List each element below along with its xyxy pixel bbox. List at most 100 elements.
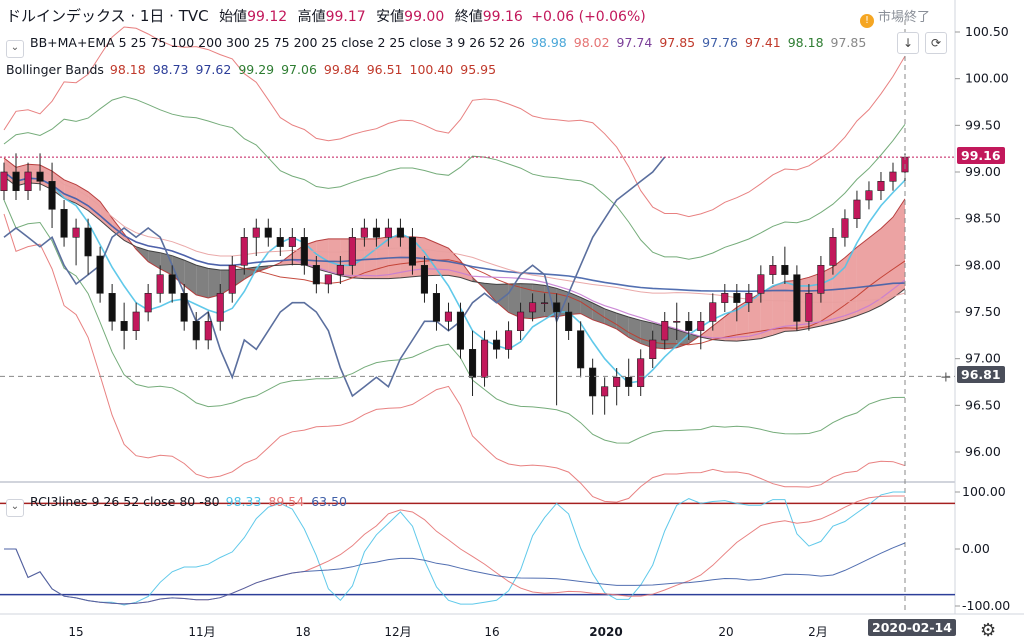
indicator-main-name: BB+MA+EMA 5 25 75 100 200 300 25 75 200 … <box>30 35 525 50</box>
bb-upper-2 <box>3 95 906 260</box>
candle-up <box>709 302 717 322</box>
rci-tick-label: 100.00 <box>962 484 1006 499</box>
indicator-bb[interactable]: Bollinger Bands 98.18 98.73 97.62 99.29 97.06… <box>6 62 503 77</box>
time-tick-label: 2月 <box>808 625 828 639</box>
candle-up <box>228 264 236 294</box>
rci-value-1: 89.54 <box>268 494 305 509</box>
candle-up <box>805 292 813 322</box>
rci-tick-label: -100.00 <box>962 598 1010 613</box>
bb-value-2: 97.62 <box>195 62 232 77</box>
change-value: +0.06 (+0.06%) <box>531 9 646 25</box>
market-status-text: 市場終了 <box>878 10 931 25</box>
price-tick-label: 99.50 <box>965 117 1001 132</box>
candle-up <box>288 237 296 247</box>
candle-up <box>829 237 837 266</box>
chevron-down-icon[interactable]: ⌄ <box>6 40 24 58</box>
bb-lower-3 <box>3 213 906 503</box>
candle-down <box>264 227 272 238</box>
price-tick-label: 100.00 <box>965 71 1009 86</box>
indicator-rci[interactable]: ⌄ RCI3lines 9 26 52 close 80 -80 98.33 89.5… <box>6 494 354 517</box>
cloud-span-b <box>3 176 906 342</box>
high-label: 高値 <box>297 9 326 25</box>
candle-up <box>613 376 621 387</box>
cloud-segment <box>748 292 761 340</box>
candle-up <box>144 292 152 313</box>
cloud-segment <box>280 253 293 266</box>
cloud-segment <box>484 283 497 303</box>
candle-up <box>853 199 861 220</box>
candle-up <box>384 227 393 238</box>
main-value-1: 98.02 <box>573 35 610 50</box>
candle-down <box>12 171 20 192</box>
price-tick-label: 99.00 <box>965 164 1001 179</box>
arrow-down-icon[interactable]: ↓ <box>897 32 919 54</box>
candle-down <box>300 237 308 266</box>
chevron-down-icon[interactable]: ⌄ <box>6 499 24 517</box>
cloud-segment <box>508 283 521 318</box>
candle-down <box>577 330 585 369</box>
symbol-title[interactable]: ドルインデックス · 1日 · TVC <box>6 7 209 25</box>
indicator-rci-values: 98.33 89.54 63.50 <box>226 494 354 509</box>
low-value: 99.00 <box>404 9 445 25</box>
cloud-segment <box>208 268 221 298</box>
rci-9-line <box>4 491 905 606</box>
candle-down <box>468 348 477 378</box>
cloud-span-a <box>3 157 906 350</box>
candle-up <box>637 358 645 388</box>
cloud-segment <box>460 260 473 282</box>
symbol-header: ドルインデックス · 1日 · TVC 始値99.12 高値99.17 安値99… <box>6 5 646 26</box>
candle-up <box>444 311 453 322</box>
cloud-segment <box>881 217 893 306</box>
ema-25 <box>3 162 906 303</box>
candle-up <box>252 227 260 238</box>
price-tick-label: 97.00 <box>965 351 1001 366</box>
crosshair-plus-icon: + <box>940 369 952 385</box>
gear-icon[interactable]: ⚙ <box>980 620 997 641</box>
candle-down <box>372 227 381 238</box>
bb-value-7: 100.40 <box>409 62 454 77</box>
candle-down <box>492 339 501 350</box>
refresh-icon[interactable]: ⟳ <box>925 32 947 54</box>
candle-down <box>36 171 44 182</box>
candle-up <box>721 292 729 303</box>
cloud-segment <box>856 237 869 316</box>
candle-up <box>673 320 681 323</box>
indicator-bb-name: Bollinger Bands <box>6 62 104 77</box>
candle-down <box>733 292 741 303</box>
candle-up <box>649 339 657 360</box>
info-icon[interactable]: ! <box>860 14 874 28</box>
cursor-date-tag: 2020-02-14 <box>868 619 956 636</box>
candle-up <box>324 274 332 285</box>
bb-value-5: 99.84 <box>323 62 360 77</box>
time-tick-label: 12月 <box>384 625 411 639</box>
cloud-segment <box>112 218 125 241</box>
candle-up <box>348 237 356 266</box>
indicator-main[interactable]: ⌄ BB+MA+EMA 5 25 75 100 200 300 25 75 200… <box>6 35 873 58</box>
candle-up <box>841 218 849 238</box>
bb-lower-2 <box>3 199 906 444</box>
candle-up <box>540 302 549 305</box>
indicator-bb-values: 98.18 98.73 97.62 99.29 97.06 99.84 96.51 100.4… <box>110 62 503 77</box>
candle-down <box>589 367 597 397</box>
bb-value-0: 98.18 <box>109 62 146 77</box>
main-value-0: 98.98 <box>530 35 567 50</box>
bb-value-8: 95.95 <box>460 62 497 77</box>
candle-down <box>565 311 573 332</box>
candle-down <box>48 181 56 210</box>
close-value: 99.16 <box>482 9 523 25</box>
candle-down <box>108 292 116 322</box>
cloud-segment <box>724 307 737 342</box>
price-tick-label: 96.00 <box>965 444 1001 459</box>
candle-up <box>360 227 368 238</box>
candle-up <box>889 171 897 182</box>
price-tick-label: 100.50 <box>965 24 1009 39</box>
price-tick-label: 98.00 <box>965 257 1001 272</box>
candle-up <box>336 264 344 275</box>
candle-down <box>420 264 429 294</box>
rci-value-0: 98.33 <box>225 494 262 509</box>
bb-value-1: 98.73 <box>152 62 189 77</box>
cloud-segment <box>172 255 185 286</box>
price-tick-label: 97.50 <box>965 304 1001 319</box>
